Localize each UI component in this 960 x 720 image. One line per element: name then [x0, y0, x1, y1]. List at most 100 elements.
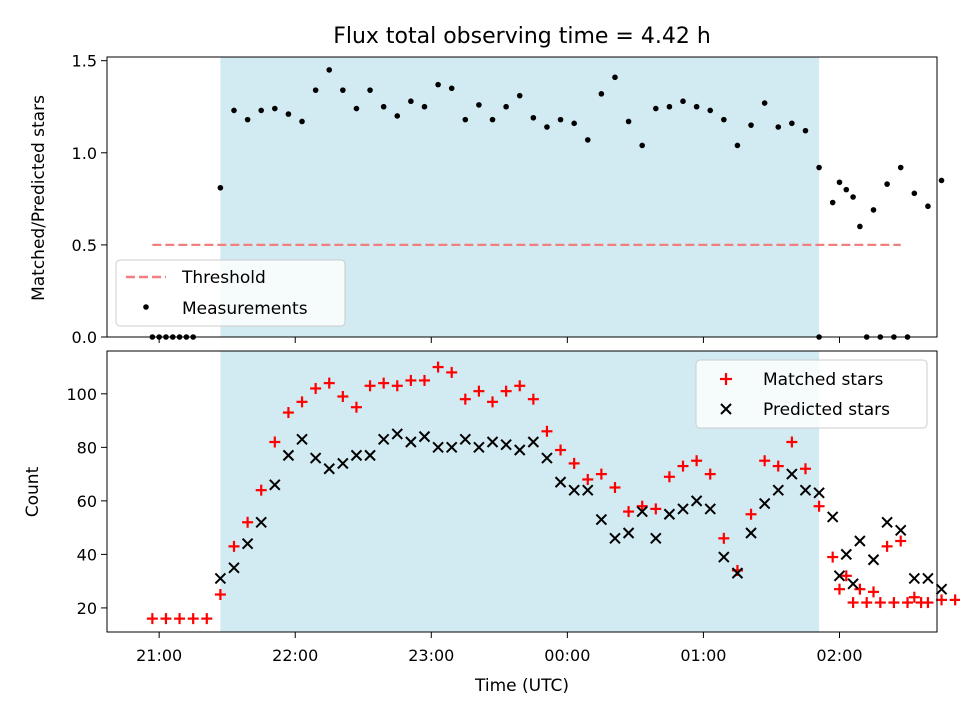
predicted-star-point	[241, 537, 254, 550]
predicted-star-point	[500, 438, 512, 451]
legend-label: Threshold	[181, 268, 266, 288]
legend-label: Predicted stars	[763, 400, 890, 420]
predicted-star-point	[772, 484, 784, 496]
matched-star-point	[187, 613, 199, 625]
matched-star-point	[623, 506, 635, 518]
measurement-point	[421, 103, 428, 110]
measurement-point	[340, 87, 346, 93]
matched-star-point	[949, 594, 960, 606]
measurement-point	[612, 74, 618, 81]
predicted-star-point	[636, 505, 648, 518]
matched-star-point	[446, 366, 458, 378]
measurement-point	[748, 122, 754, 128]
matched-star-point	[677, 460, 689, 472]
predicted-star-point	[833, 570, 846, 582]
measurement-point	[272, 105, 278, 112]
predicted-star-point	[405, 436, 417, 448]
y-tick-label: 0.5	[72, 236, 97, 255]
measurement-point	[476, 102, 482, 108]
legend-predicted-swatch	[720, 403, 732, 415]
measurement-point	[258, 107, 265, 114]
matched-star-point	[895, 535, 907, 547]
matched-star-point	[391, 380, 403, 392]
matched-star-point	[514, 380, 526, 392]
x-axis-ticks	[158, 337, 840, 343]
predicted-star-point	[282, 449, 295, 462]
measurement-point	[850, 194, 856, 200]
legend-label: Measurements	[182, 299, 308, 319]
predicted-star-point	[854, 535, 866, 547]
matched-star-point	[636, 500, 648, 512]
y-tick-label: 80	[77, 438, 97, 457]
measurement-point	[462, 116, 469, 123]
matched-star-point	[459, 393, 471, 405]
measurement-point	[857, 223, 863, 230]
predicted-star-point	[432, 441, 444, 454]
matched-star-point	[282, 407, 294, 419]
predicted-star-point	[718, 551, 730, 563]
predicted-star-point	[758, 497, 771, 510]
plot-frame	[106, 350, 938, 633]
matched-star-point	[861, 597, 873, 609]
measurement-point	[829, 199, 836, 206]
measurement-point	[884, 181, 890, 187]
predicted-star-point	[813, 487, 825, 499]
measurement-point	[489, 116, 496, 123]
predicted-star-point	[269, 479, 281, 491]
measurement-point	[707, 107, 714, 114]
legend-matched-swatch	[720, 373, 732, 385]
chart-title: Flux total observing time = 4.42 h	[333, 24, 711, 49]
measurement-point	[408, 98, 414, 105]
predicted-star-point	[895, 524, 907, 537]
matched-star-point	[405, 374, 417, 386]
predicted-star-point	[799, 484, 812, 496]
matched-star-point	[888, 597, 900, 609]
predicted-star-point	[255, 516, 267, 528]
predicted-star-point	[582, 484, 594, 496]
x-tick-label: 22:00	[272, 646, 318, 665]
x-tick-label: 21:00	[136, 646, 182, 665]
predicted-star-point	[595, 513, 608, 526]
matched-star-point	[214, 589, 226, 601]
measurement-point	[816, 164, 822, 171]
predicted-star-point	[296, 433, 308, 446]
measurement-point	[448, 85, 455, 92]
predicted-star-point	[486, 436, 499, 448]
measurement-point	[503, 103, 509, 110]
y-axis-ticks: 20 40 60 80 100	[66, 385, 107, 618]
predicted-star-point	[690, 495, 703, 507]
matched-star-point	[840, 570, 852, 582]
measurement-point	[836, 179, 843, 186]
measurement-point	[435, 81, 441, 88]
predicted-star-point	[745, 527, 757, 539]
matched-star-point	[310, 382, 322, 394]
predicted-star-point	[786, 468, 798, 480]
measurement-point	[231, 107, 237, 114]
predicted-star-point	[418, 430, 431, 443]
x-tick-label: 00:00	[544, 646, 590, 665]
measurement-point	[530, 114, 537, 121]
matched-star-point	[609, 481, 621, 493]
measurement-point	[584, 137, 591, 143]
x-tick-label: 01:00	[680, 646, 726, 665]
measurement-point	[312, 87, 319, 93]
y-tick-label: 40	[77, 545, 97, 564]
matched-star-point	[868, 586, 880, 598]
matched-star-point	[500, 385, 512, 397]
matched-star-point	[541, 425, 553, 437]
matched-star-point	[691, 455, 703, 467]
measurement-point	[802, 127, 809, 134]
measurement-point	[353, 105, 360, 112]
predicted-star-point	[568, 484, 580, 496]
matched-star-point	[772, 460, 784, 472]
matched-star-point	[242, 516, 254, 528]
matched-star-point	[745, 508, 757, 520]
measurement-point	[516, 92, 523, 99]
predicted-star-point	[364, 449, 376, 462]
legend-measurements-swatch	[143, 304, 149, 310]
measurement-point	[666, 103, 673, 110]
matched-star-point	[827, 551, 839, 563]
matched-star-point	[799, 463, 811, 475]
measurement-point	[367, 87, 373, 93]
